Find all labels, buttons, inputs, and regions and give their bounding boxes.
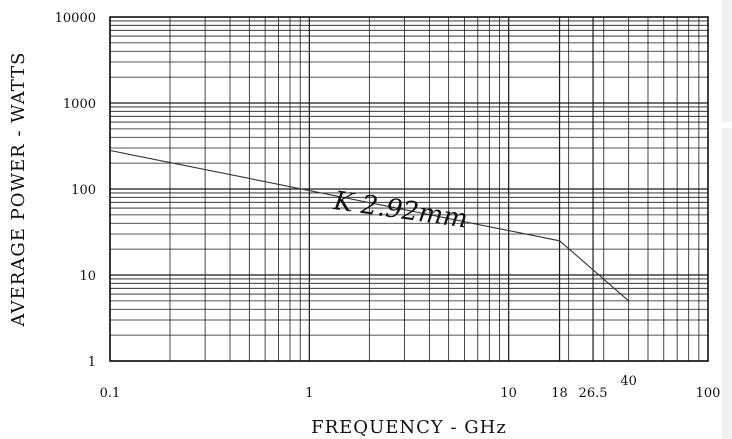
y-tick-label: 1 [88, 355, 96, 370]
y-tick-label: 10 [79, 269, 96, 284]
plot-frame [109, 16, 709, 362]
y-tick-labels: 1 10 100 1000 10000 [55, 11, 96, 370]
x-tick-label: 10 [500, 386, 517, 401]
y-tick-label: 100 [71, 183, 96, 198]
series-layer [109, 149, 630, 302]
grid [109, 17, 708, 362]
x-tick-label: 40 [620, 374, 637, 389]
side-panel-top [722, 0, 732, 122]
series-line [109, 149, 630, 302]
y-axis-label: AVERAGE POWER - WATTS [8, 52, 29, 328]
x-tick-label: 0.1 [100, 386, 121, 401]
x-axis-label: FREQUENCY - GHz [311, 417, 507, 438]
x-tick-label: 100 [696, 386, 720, 401]
y-tick-label: 1000 [63, 97, 96, 112]
side-panel-bottom [722, 128, 732, 439]
y-tick-label: 10000 [55, 11, 96, 26]
x-tick-label: 1 [305, 386, 313, 401]
x-tick-labels: 0.1 1 10 18 26.5 40 100 [100, 374, 720, 401]
x-tick-label: 26.5 [579, 386, 608, 401]
x-tick-label: 18 [551, 386, 568, 401]
